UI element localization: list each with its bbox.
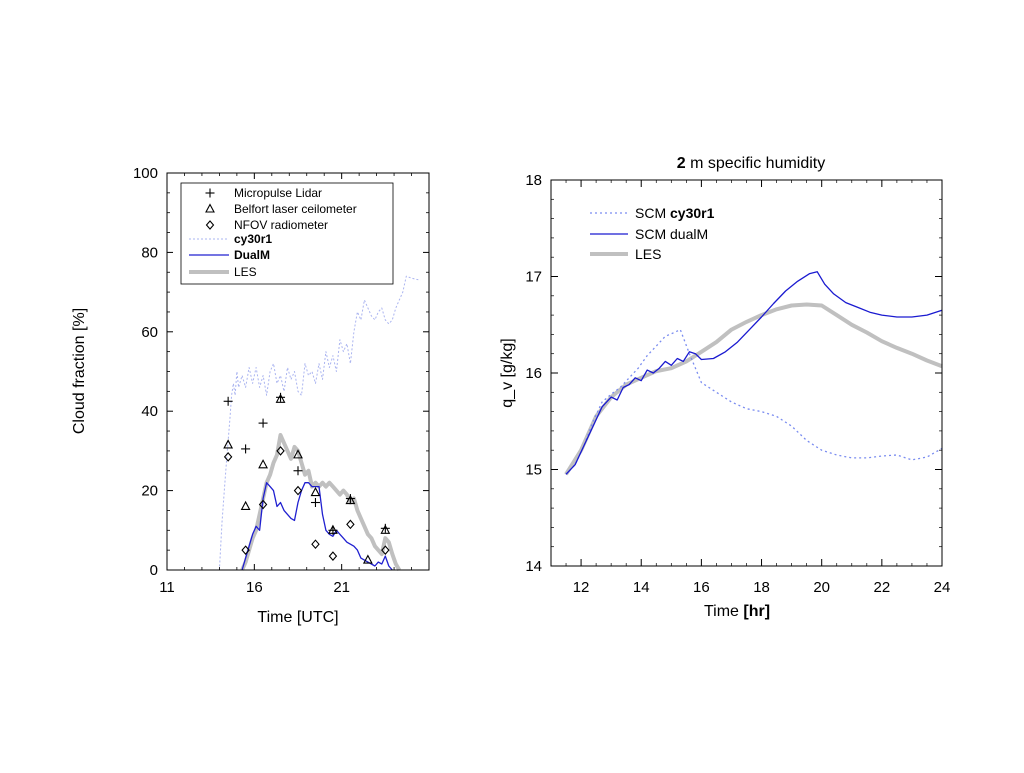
y-tick-label: 20 — [141, 483, 158, 500]
obs-plus — [241, 444, 251, 454]
legend-label-scm-dualm: SCM dualM — [635, 226, 708, 242]
x-tick-label: 16 — [246, 579, 263, 596]
x-tick-label: 14 — [633, 579, 650, 596]
obs-triangle — [310, 486, 321, 497]
cloud-fraction-ticks: 11 16 21 0 20 40 60 80 100 — [133, 165, 429, 596]
obs-plus — [310, 498, 320, 508]
y-tick-label: 18 — [525, 172, 542, 189]
x-tick-label: 21 — [333, 579, 350, 596]
legend-label-micropulse-lidar: Micropulse Lidar — [234, 186, 322, 200]
x-tick-label: 24 — [934, 579, 951, 596]
obs-triangle — [362, 554, 373, 564]
obs-diamond — [328, 551, 338, 561]
specific-humidity-series — [564, 271, 943, 476]
series-line-les — [564, 302, 943, 476]
legend-label-belfort-ceilometer: Belfort laser ceilometer — [234, 202, 357, 216]
x-tick-label: 11 — [159, 579, 175, 596]
y-tick-label: 16 — [525, 365, 542, 382]
cloud-fraction-legend: Micropulse Lidar Belfort laser ceilomete… — [180, 182, 394, 285]
series-line-les — [240, 433, 402, 572]
obs-diamond — [346, 519, 355, 530]
y-tick-label: 14 — [525, 558, 542, 575]
obs-triangle — [240, 500, 251, 511]
series-line-cy30r1 — [167, 275, 421, 571]
specific-humidity-title: 2 m specific humidity — [677, 155, 826, 172]
specific-humidity-chart: 2 m specific humidity 12 14 16 18 20 22 24 14 15… — [499, 155, 950, 620]
y-tick-label: 80 — [141, 244, 158, 261]
x-tick-label: 18 — [753, 579, 770, 596]
legend-plus-marker — [205, 188, 215, 198]
obs-plus — [223, 396, 233, 406]
obs-plus — [258, 418, 268, 428]
obs-diamond — [311, 539, 320, 550]
obs-triangle — [223, 439, 234, 449]
obs-triangle — [328, 524, 338, 534]
y-tick-label: 40 — [141, 403, 158, 420]
legend-label-les: LES — [234, 265, 257, 279]
specific-humidity-x-label: Time [hr] — [704, 603, 770, 620]
obs-triangle — [345, 494, 356, 505]
obs-diamond — [293, 485, 303, 496]
specific-humidity-ticks: 12 14 16 18 20 22 24 14 15 16 17 18 — [525, 172, 950, 596]
x-tick-label: 12 — [573, 579, 590, 596]
y-tick-label: 0 — [150, 562, 158, 579]
legend-label-nfov-radiometer: NFOV radiometer — [234, 218, 328, 232]
legend-label-dualm: DualM — [234, 248, 270, 262]
series-line-scm-dualm — [565, 271, 943, 475]
series-line-dualm — [241, 482, 393, 571]
legend-label-cy30r1: cy30r1 — [234, 232, 272, 246]
legend-label-scm-cy30r1: SCM cy30r1 — [635, 205, 715, 221]
legend-label-les: LES — [635, 246, 661, 262]
cloud-fraction-chart: 11 16 21 0 20 40 60 80 100 Time [UTC] Cloud frac… — [71, 165, 430, 626]
legend-triangle-marker — [205, 203, 215, 213]
obs-diamond — [276, 446, 285, 456]
specific-humidity-plot-frame — [550, 179, 943, 567]
obs-plus — [293, 466, 303, 476]
legend-box — [180, 182, 394, 285]
obs-diamond — [381, 545, 390, 555]
x-tick-label: 16 — [693, 579, 710, 596]
cloud-fraction-observations — [223, 392, 391, 564]
series-line-scm-cy30r1 — [565, 328, 943, 475]
obs-triangle — [293, 449, 303, 459]
legend-diamond-marker — [205, 220, 215, 230]
cloud-fraction-x-label: Time [UTC] — [257, 609, 338, 626]
cloud-fraction-y-label: Cloud fraction [%] — [71, 308, 88, 434]
obs-diamond — [241, 545, 250, 555]
obs-diamond — [258, 499, 268, 510]
specific-humidity-y-label: q_v [g/kg] — [499, 338, 516, 407]
y-tick-label: 60 — [141, 324, 158, 341]
obs-triangle — [380, 524, 391, 534]
cloud-fraction-series — [167, 275, 421, 572]
obs-diamond — [223, 452, 233, 462]
x-tick-label: 20 — [813, 579, 830, 596]
obs-triangle — [275, 393, 286, 403]
y-tick-label: 15 — [525, 462, 542, 479]
legend-marks — [189, 188, 229, 274]
y-tick-label: 100 — [133, 165, 158, 182]
x-tick-label: 22 — [874, 579, 891, 596]
specific-humidity-legend: SCM cy30r1 SCM dualM LES — [590, 205, 715, 262]
y-tick-label: 17 — [525, 269, 542, 286]
obs-triangle — [258, 459, 268, 469]
